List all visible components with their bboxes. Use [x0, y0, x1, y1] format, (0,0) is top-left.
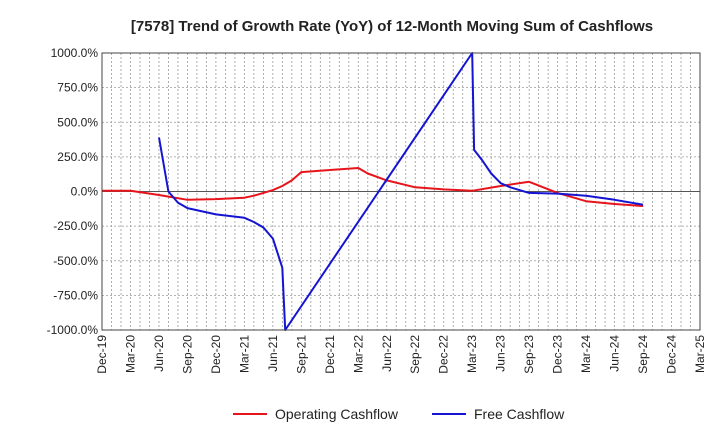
- x-tick-label: Mar-23: [465, 335, 479, 373]
- y-axis-ticks: 1000.0% 750.0% 500.0% 250.0% 0.0% -250.0% -500…: [47, 46, 99, 337]
- x-tick-label: Jun-24: [608, 335, 622, 372]
- x-tick-label: Dec-20: [209, 335, 223, 374]
- x-tick-label: Sep-20: [180, 335, 194, 374]
- x-tick-label: Jun-20: [152, 335, 166, 372]
- series-line-free-cashflow: [158, 52, 644, 331]
- legend-label: Operating Cashflow: [275, 406, 399, 422]
- x-tick-label: Sep-22: [408, 335, 422, 374]
- y-tick-label: -500.0%: [53, 254, 98, 268]
- x-tick-label: Jun-23: [494, 335, 508, 372]
- x-tick-label: Mar-24: [579, 335, 593, 373]
- x-tick-label: Jun-21: [266, 335, 280, 372]
- y-tick-label: 750.0%: [57, 81, 98, 95]
- grid: [101, 52, 701, 331]
- axes: [101, 52, 701, 331]
- x-tick-label: Dec-23: [551, 335, 565, 374]
- y-tick-label: 500.0%: [57, 115, 98, 129]
- series-lines: [102, 52, 644, 331]
- x-tick-label: Sep-21: [294, 335, 308, 374]
- x-tick-label: Mar-25: [693, 335, 707, 373]
- x-tick-label: Mar-21: [237, 335, 251, 373]
- x-tick-label: Dec-21: [323, 335, 337, 374]
- legend-label: Free Cashflow: [474, 406, 565, 422]
- legend: Operating Cashflow Free Cashflow: [233, 406, 565, 422]
- x-tick-label: Mar-22: [351, 335, 365, 373]
- y-tick-label: 250.0%: [57, 150, 98, 164]
- y-tick-label: 1000.0%: [51, 46, 99, 60]
- x-tick-label: Dec-24: [665, 335, 679, 374]
- y-tick-label: -250.0%: [53, 219, 98, 233]
- x-tick-label: Dec-19: [95, 335, 109, 374]
- x-tick-label: Mar-20: [123, 335, 137, 373]
- plot-frame: [101, 52, 701, 331]
- y-tick-label: -1000.0%: [47, 323, 99, 337]
- x-tick-label: Sep-23: [522, 335, 536, 374]
- x-tick-label: Jun-22: [380, 335, 394, 372]
- x-tick-label: Sep-24: [636, 335, 650, 374]
- chart-title: [7578] Trend of Growth Rate (YoY) of 12-…: [131, 18, 653, 35]
- y-tick-label: 0.0%: [71, 185, 99, 199]
- x-axis-ticks: Dec-19 Mar-20 Jun-20 Sep-20 Dec-20 Mar-21 Jun-…: [95, 335, 707, 374]
- y-tick-label: -750.0%: [53, 288, 98, 302]
- series-line-operating-cashflow: [102, 167, 644, 207]
- x-tick-label: Dec-22: [437, 335, 451, 374]
